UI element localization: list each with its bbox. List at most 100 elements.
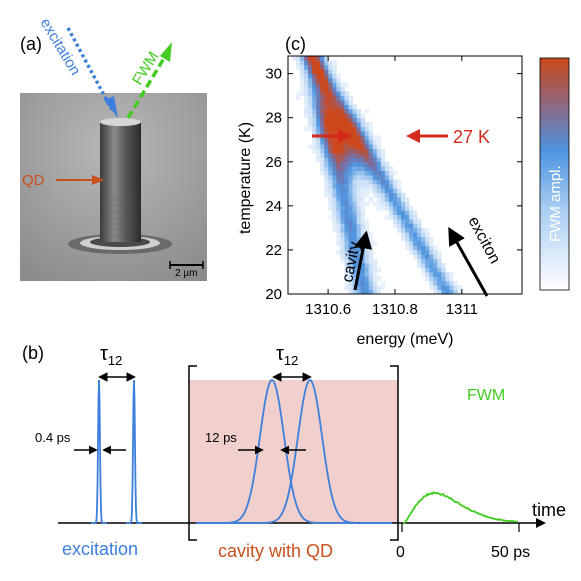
heatmap-cell [417, 223, 422, 229]
heatmap-cell [372, 148, 378, 154]
heatmap-cell [417, 249, 422, 255]
heatmap-cell [340, 201, 345, 207]
heatmap-cell [376, 139, 382, 145]
heatmap-cell [340, 157, 345, 163]
heatmap-cell [405, 241, 410, 246]
heatmap-cell [368, 130, 374, 136]
heatmap-cell [356, 289, 362, 295]
time-label: time [532, 500, 566, 520]
heatmap-cell [400, 227, 406, 233]
heatmap-cell [400, 214, 406, 220]
heatmap-cell [328, 175, 333, 180]
heatmap-cell [336, 95, 341, 101]
heatmap-cell [437, 258, 442, 264]
heatmap-cell [348, 201, 353, 207]
heatmap-cell [308, 122, 313, 127]
heatmap-cell [328, 60, 333, 66]
heatmap-cell [376, 183, 382, 189]
heatmap-cell [312, 130, 317, 136]
heatmap-cell [340, 170, 345, 176]
heatmap-cell [421, 227, 426, 233]
heatmap-cell [336, 183, 341, 189]
heatmap-cell [368, 254, 374, 260]
heatmap-cell [364, 157, 370, 163]
heatmap-cell [324, 188, 329, 194]
heatmap-cell [312, 135, 317, 141]
heatmap-cell [352, 258, 357, 264]
heatmap-cell [328, 126, 333, 132]
heatmap-cell [364, 271, 370, 277]
heatmap-cell [320, 95, 325, 101]
heatmap-cell [376, 289, 382, 295]
heatmap-cell [360, 113, 366, 119]
heatmap-cell [409, 210, 414, 216]
heatmap-cell [453, 289, 458, 295]
heatmap-cell [344, 271, 349, 277]
heatmap-cell [372, 170, 378, 176]
heatmap-cell [368, 166, 374, 171]
heatmap-cell [368, 183, 374, 189]
heatmap-cell [312, 78, 317, 83]
heatmap-cell [421, 271, 426, 277]
heatmap-cell [332, 188, 337, 194]
heatmap-cell [364, 126, 370, 132]
heatmap-cell [340, 161, 345, 167]
tick-0-label: 0 [396, 544, 405, 561]
heatmap-cell [384, 175, 390, 180]
heatmap-cell [324, 86, 329, 92]
heatmap-cell [336, 82, 341, 88]
heatmap-cell [344, 82, 349, 88]
heatmap-cell [336, 148, 341, 154]
heatmap-cell [308, 113, 313, 119]
heatmap-cell [348, 122, 353, 127]
heatmap-cell [372, 161, 378, 167]
heatmap-cell [376, 192, 382, 198]
heatmap-cell [308, 78, 313, 83]
excitation-pulse [126, 379, 142, 524]
heatmap-cell [316, 152, 321, 158]
heatmap-cell [356, 223, 362, 229]
heatmap-cell [368, 232, 374, 238]
heatmap-cell [348, 148, 353, 154]
heatmap-cell [356, 285, 362, 290]
heatmap-cell [352, 179, 357, 185]
heatmap-cell [324, 166, 329, 171]
heatmap-cell [328, 161, 333, 167]
heatmap-cell [425, 267, 430, 273]
heatmap-cell [324, 139, 329, 145]
heatmap-cell [364, 144, 370, 149]
heatmap-cell [441, 285, 446, 290]
heatmap-cell [364, 122, 370, 127]
heatmap-cell [376, 135, 382, 141]
heatmap-cell [320, 104, 325, 110]
heatmap-cell [320, 152, 325, 158]
heatmap-cell [336, 175, 341, 180]
heatmap-cell [388, 201, 394, 207]
heatmap-cell [340, 139, 345, 145]
heatmap-cell [372, 192, 378, 198]
heatmap-cell [400, 236, 406, 242]
heatmap-cell [320, 148, 325, 154]
heatmap-cell [360, 157, 366, 163]
heatmap-cell [421, 258, 426, 264]
heatmap-cell [312, 139, 317, 145]
heatmap-cell [332, 64, 337, 70]
heatmap-cell [332, 122, 337, 127]
heatmap-cell [409, 232, 414, 238]
heatmap-cell [320, 135, 325, 141]
heatmap-cell [340, 100, 345, 105]
heatmap-cell [316, 95, 321, 101]
heatmap-cell [316, 122, 321, 127]
heatmap-cell [340, 91, 345, 97]
heatmap-cell [413, 219, 418, 224]
heatmap-cell [364, 223, 370, 229]
heatmap-cell [348, 276, 353, 282]
heatmap-cell [308, 60, 313, 66]
heatmap-cell [348, 258, 353, 264]
heatmap-cell [356, 170, 362, 176]
heatmap-cell [352, 144, 357, 149]
heatmap-cell [312, 117, 317, 123]
heatmap-cell [429, 241, 434, 246]
heatmap-cell [368, 122, 374, 127]
heatmap-cell [340, 113, 345, 119]
